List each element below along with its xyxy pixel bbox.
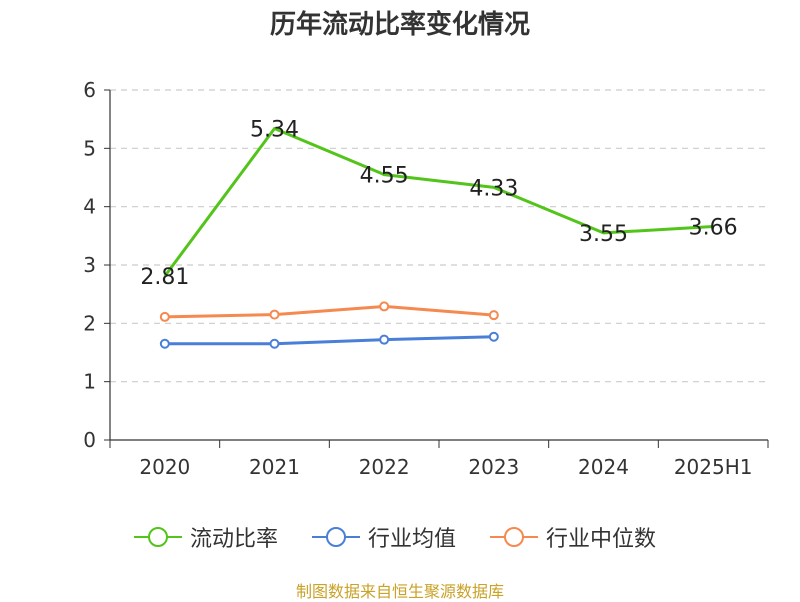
series-line (163, 127, 714, 277)
y-tick-label: 0 (83, 428, 96, 452)
series-line (164, 335, 494, 346)
data-point[interactable] (488, 331, 499, 342)
data-label: 4.55 (360, 164, 409, 189)
x-tick-label: 2022 (359, 455, 410, 479)
data-source-note: 制图数据来自恒生聚源数据库 (295, 582, 504, 601)
data-point[interactable] (159, 338, 170, 349)
y-tick-label: 2 (83, 311, 96, 335)
data-point[interactable] (379, 334, 390, 345)
y-tick-label: 5 (83, 136, 96, 160)
legend-label-industry-median: 行业中位数 (546, 527, 657, 552)
data-point[interactable] (379, 301, 390, 312)
data-label: 3.66 (689, 216, 738, 241)
data-label: 3.55 (579, 222, 628, 247)
legend-label-current-ratio: 流动比率 (190, 527, 279, 552)
data-point[interactable] (488, 310, 499, 321)
chart-legend: 流动比率 行业均值 行业中位数 (0, 520, 800, 554)
legend-label-industry-mean: 行业均值 (368, 527, 457, 552)
x-tick-label: 2020 (139, 455, 190, 479)
data-point[interactable] (159, 311, 170, 322)
x-tick-label: 2023 (468, 455, 519, 479)
legend-item-industry-median[interactable]: 行业中位数 (490, 520, 656, 554)
x-tick-label: 2024 (578, 455, 629, 479)
y-tick-label: 1 (83, 370, 96, 394)
data-label: 4.33 (469, 176, 518, 201)
y-tick-label: 4 (83, 195, 96, 219)
y-tick-label: 3 (83, 253, 96, 277)
legend-swatch-industry-mean (312, 527, 360, 547)
y-tick-label: 6 (83, 78, 96, 102)
legend-item-industry-mean[interactable]: 行业均值 (312, 520, 456, 554)
data-label: 2.81 (140, 265, 189, 290)
data-point[interactable] (269, 338, 280, 349)
x-tick-label: 2025H1 (674, 455, 753, 479)
legend-swatch-current-ratio (134, 527, 182, 547)
data-point[interactable] (269, 309, 280, 320)
chart-title: 历年流动比率变化情况 (269, 10, 530, 40)
series-line (164, 304, 494, 319)
data-label: 5.34 (250, 118, 299, 143)
x-tick-label: 2021 (249, 455, 300, 479)
legend-swatch-industry-median (490, 527, 538, 547)
legend-item-current-ratio[interactable]: 流动比率 (134, 520, 278, 554)
